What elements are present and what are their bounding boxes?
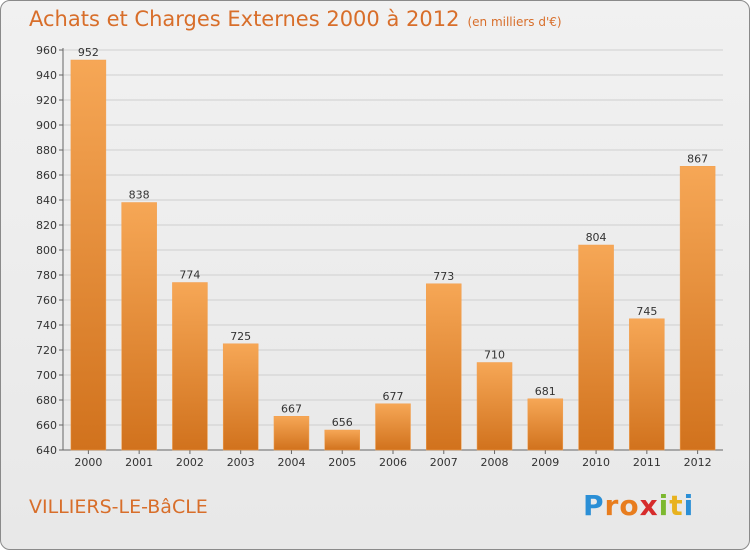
data-label-2005: 656 bbox=[332, 416, 353, 429]
x-tick-label-2000: 2000 bbox=[74, 456, 102, 469]
data-label-2012: 867 bbox=[687, 152, 708, 165]
y-tick-label: 720 bbox=[36, 344, 57, 357]
y-tick-label: 640 bbox=[36, 444, 57, 457]
x-tick-label-2002: 2002 bbox=[176, 456, 204, 469]
commune-name: VILLIERS-LE-BâCLE bbox=[29, 496, 208, 518]
x-tick-label-2011: 2011 bbox=[633, 456, 661, 469]
logo-letter: x bbox=[639, 489, 659, 522]
bar-2003 bbox=[222, 343, 259, 451]
logo-letter: t bbox=[669, 489, 684, 522]
data-label-2007: 773 bbox=[433, 270, 454, 283]
bar-2012 bbox=[679, 166, 716, 451]
x-tick-label-2008: 2008 bbox=[481, 456, 509, 469]
labels: 952 2000 838 2001 774 2002 725 2003 667 2004 656 20… bbox=[74, 46, 711, 469]
y-tick-label: 700 bbox=[36, 369, 57, 382]
bar-2006 bbox=[375, 403, 411, 451]
bar-2010 bbox=[578, 244, 614, 451]
logo-letter: r bbox=[604, 489, 620, 522]
y-tick-label: 920 bbox=[36, 94, 57, 107]
y-tick-label: 760 bbox=[36, 294, 57, 307]
data-label-2006: 677 bbox=[383, 390, 404, 403]
x-tick-label-2003: 2003 bbox=[227, 456, 255, 469]
data-label-2002: 774 bbox=[179, 269, 200, 282]
y-tick-label: 880 bbox=[36, 144, 57, 157]
bar-2000 bbox=[70, 59, 107, 451]
y-tick-label: 840 bbox=[36, 194, 57, 207]
logo-letter: P bbox=[583, 489, 605, 522]
bar-2004 bbox=[273, 416, 310, 451]
bar-2002 bbox=[172, 282, 208, 451]
bar-2008 bbox=[476, 362, 513, 451]
logo-letter: o bbox=[619, 489, 640, 522]
y-tick-label: 740 bbox=[36, 319, 57, 332]
bar-2007 bbox=[426, 283, 462, 451]
data-label-2004: 667 bbox=[281, 402, 302, 415]
y-tick-label: 940 bbox=[36, 69, 57, 82]
bar-2005 bbox=[324, 429, 360, 451]
proxiti-logo: Proxiti bbox=[583, 489, 694, 522]
y-tick-label: 900 bbox=[36, 119, 57, 132]
data-label-2009: 681 bbox=[535, 385, 556, 398]
x-tick-label-2006: 2006 bbox=[379, 456, 407, 469]
y-tick-label: 660 bbox=[36, 419, 57, 432]
y-tick-label: 780 bbox=[36, 269, 57, 282]
data-label-2011: 745 bbox=[636, 305, 657, 318]
y-tick-label: 960 bbox=[36, 44, 57, 57]
x-tick-label-2004: 2004 bbox=[277, 456, 305, 469]
x-tick-label-2005: 2005 bbox=[328, 456, 356, 469]
chart-subtitle: (en milliers d'€) bbox=[467, 15, 562, 29]
x-tick-label-2012: 2012 bbox=[684, 456, 712, 469]
x-tick-label-2001: 2001 bbox=[125, 456, 153, 469]
x-tick-label-2010: 2010 bbox=[582, 456, 610, 469]
chart-title: Achats et Charges Externes 2000 à 2012 (e… bbox=[29, 7, 562, 31]
logo-letter: i bbox=[658, 489, 670, 522]
bar-2001 bbox=[121, 202, 157, 451]
data-label-2003: 725 bbox=[230, 330, 251, 343]
data-label-2008: 710 bbox=[484, 349, 505, 362]
x-tick-label-2007: 2007 bbox=[430, 456, 458, 469]
y-tick-label: 680 bbox=[36, 394, 57, 407]
y-tick-label: 800 bbox=[36, 244, 57, 257]
data-label-2000: 952 bbox=[78, 46, 99, 59]
logo-letter: i bbox=[683, 489, 695, 522]
data-label-2001: 838 bbox=[129, 189, 150, 202]
bars bbox=[70, 59, 716, 451]
data-label-2010: 804 bbox=[586, 231, 607, 244]
bar-2009 bbox=[527, 398, 564, 451]
chart-title-text: Achats et Charges Externes 2000 à 2012 bbox=[29, 7, 460, 31]
bar-2011 bbox=[629, 318, 665, 451]
y-tick-label: 820 bbox=[36, 219, 57, 232]
x-tick-label-2009: 2009 bbox=[531, 456, 559, 469]
y-tick-label: 860 bbox=[36, 169, 57, 182]
